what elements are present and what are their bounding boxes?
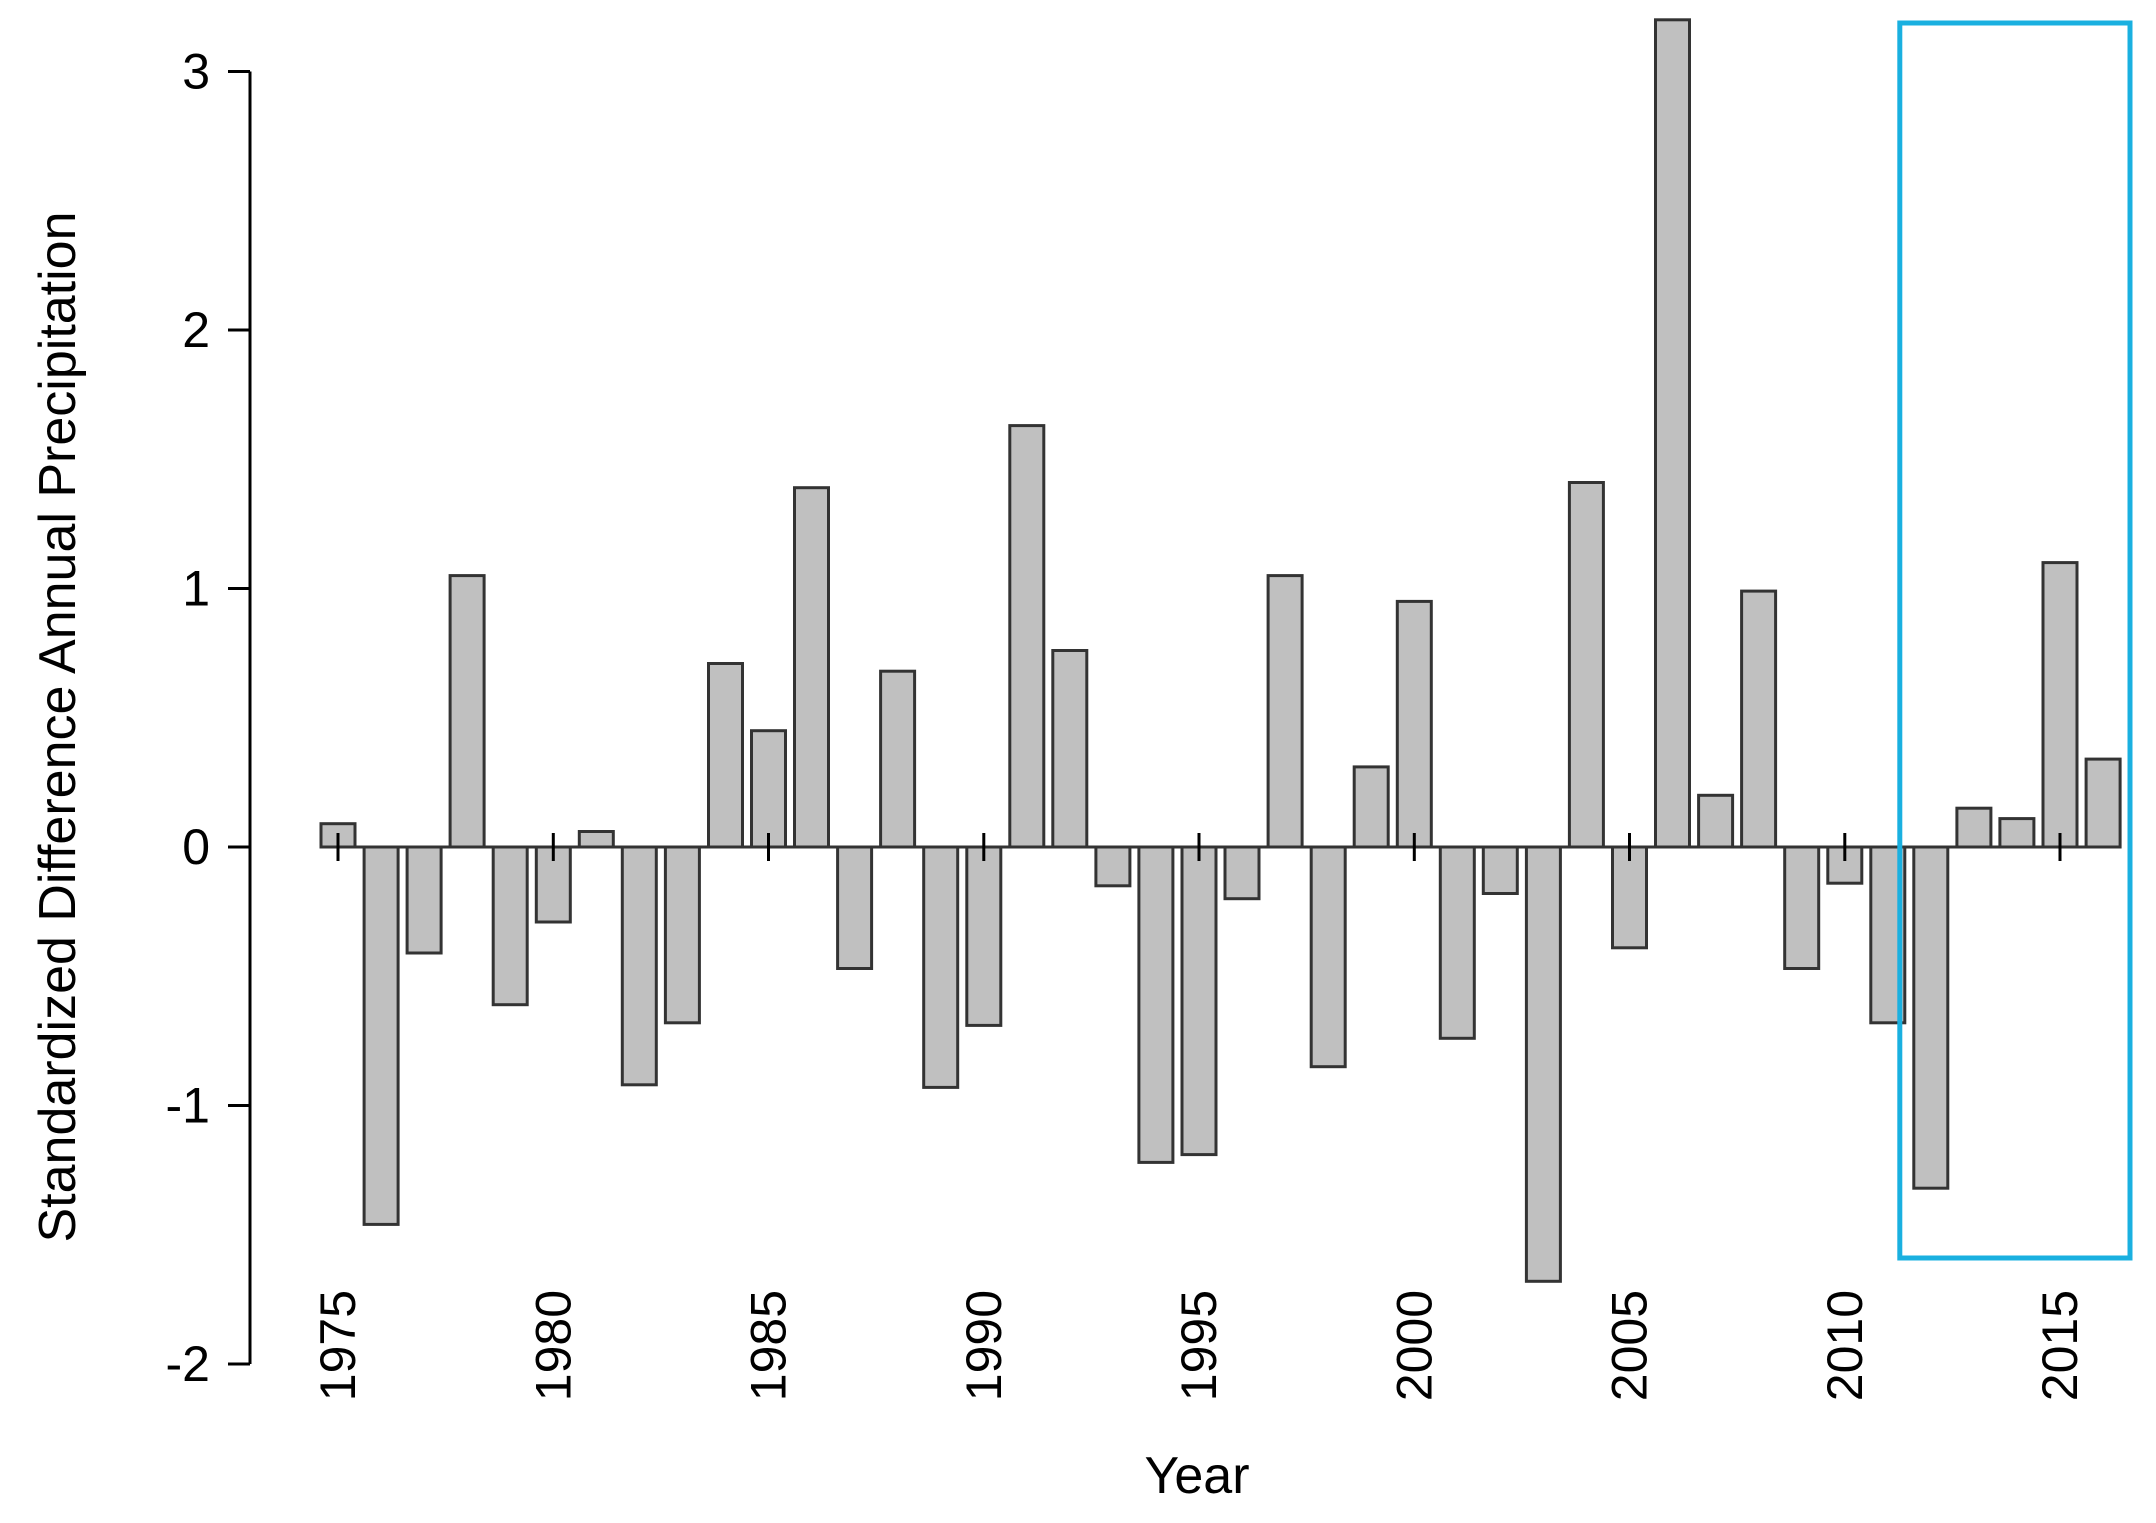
bar-2008 xyxy=(1740,589,1778,849)
bar-2013 xyxy=(1955,806,1993,849)
y-tick-label: 3 xyxy=(182,44,210,100)
bar-2003 xyxy=(1524,845,1562,1283)
y-tick-label: 0 xyxy=(182,819,210,875)
axes: -2 -1 0 1 2 3 1975 1980 1985 1990 1995 2000 2005 2010… xyxy=(166,44,2121,1401)
x-tick-label: 2015 xyxy=(2032,1290,2088,1401)
y-tick-label: -1 xyxy=(166,1078,210,1134)
bar-2004 xyxy=(1567,481,1605,849)
bar-2000 xyxy=(1395,599,1433,849)
bar-2012 xyxy=(1912,845,1950,1190)
bar-2016 xyxy=(2084,757,2122,849)
bar-1995 xyxy=(1180,845,1218,1157)
x-tick-label: 1985 xyxy=(741,1290,797,1401)
bar-1984 xyxy=(707,662,744,849)
bar-1990 xyxy=(965,845,1003,1027)
x-tick-label: 1990 xyxy=(956,1290,1012,1401)
x-tick-label: 1980 xyxy=(525,1290,581,1401)
bar-1998 xyxy=(1309,845,1347,1069)
bar-1976 xyxy=(362,845,400,1226)
x-axis-label: Year xyxy=(1144,1447,1249,1505)
bar-1988 xyxy=(879,669,917,849)
bar-2014 xyxy=(1998,817,2036,849)
bar-1993 xyxy=(1094,845,1132,888)
x-tick-label: 2010 xyxy=(1817,1290,1873,1401)
bar-1977 xyxy=(405,845,443,955)
bar-1994 xyxy=(1137,845,1175,1164)
x-tick-label: 2000 xyxy=(1386,1290,1442,1401)
bar-1999 xyxy=(1352,765,1390,849)
bar-1987 xyxy=(836,845,874,970)
y-tick-label: -2 xyxy=(166,1336,210,1392)
bar-1985 xyxy=(750,729,787,849)
bar-1991 xyxy=(1008,424,1046,849)
highlight-box-group xyxy=(1897,20,2133,1261)
x-tick-label: 2005 xyxy=(1602,1290,1658,1401)
y-axis-label: Standardized Difference Annual Precipita… xyxy=(29,211,87,1242)
bar-2002 xyxy=(1481,845,1519,895)
bar-2015 xyxy=(2041,561,2079,849)
bars xyxy=(319,18,2122,1283)
x-tick-label: 1975 xyxy=(310,1290,366,1401)
bar-1992 xyxy=(1051,649,1089,849)
bar-1986 xyxy=(793,486,830,849)
y-tick-label: 2 xyxy=(182,302,210,358)
bar-2009 xyxy=(1783,845,1821,970)
bar-2006 xyxy=(1654,18,1691,849)
bar-1997 xyxy=(1266,574,1304,849)
y-tick-label: 1 xyxy=(182,561,210,617)
bar-1982 xyxy=(620,845,658,1087)
bar-2005 xyxy=(1611,845,1648,950)
x-tick-label: 1995 xyxy=(1171,1290,1227,1401)
bar-1979 xyxy=(491,845,529,1007)
bar-2001 xyxy=(1438,845,1476,1040)
bar-1983 xyxy=(663,845,701,1025)
bar-2007 xyxy=(1697,793,1735,849)
bar-1996 xyxy=(1223,845,1261,901)
bar-1978 xyxy=(448,574,486,849)
bar-1981 xyxy=(577,830,615,849)
bar-1989 xyxy=(922,845,960,1089)
highlight-box xyxy=(1897,20,2133,1261)
